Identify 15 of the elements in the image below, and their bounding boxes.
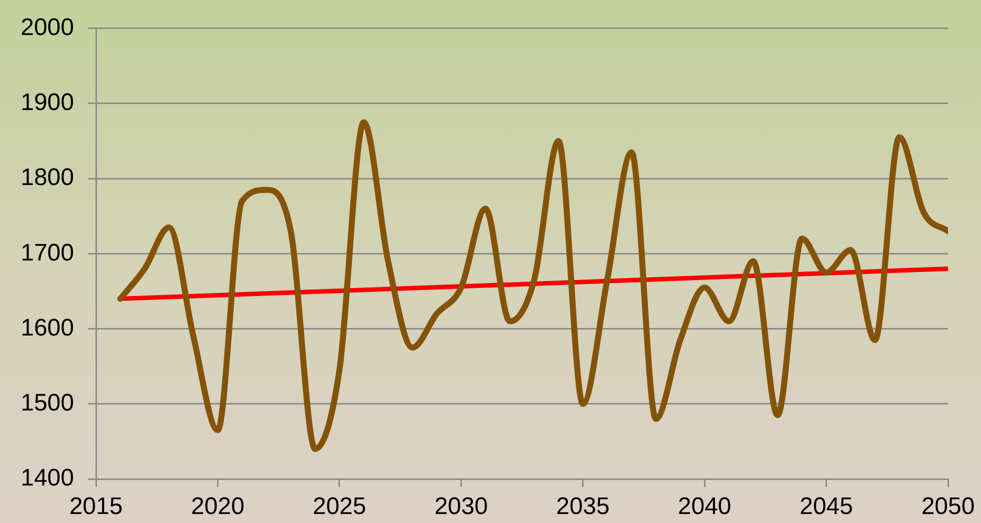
y-tick-label: 1800 [20, 164, 74, 192]
y-tick-label: 2000 [20, 14, 74, 42]
x-tick-label: 2025 [312, 493, 366, 520]
x-tick-label: 2020 [191, 493, 244, 520]
x-tick-label: 2035 [556, 493, 610, 520]
x-tick-label: 2050 [921, 493, 975, 520]
y-tick-label: 1600 [20, 314, 74, 342]
y-tick-label: 1400 [20, 464, 74, 492]
y-tick-label: 1900 [20, 89, 74, 116]
x-tick-label: 2030 [434, 493, 488, 520]
y-tick-label: 1700 [20, 239, 74, 266]
y-tick-label: 1500 [20, 390, 74, 417]
x-tick-label: 2015 [69, 493, 123, 520]
x-tick-label: 2045 [800, 493, 853, 520]
x-tick-label: 2040 [678, 493, 732, 520]
